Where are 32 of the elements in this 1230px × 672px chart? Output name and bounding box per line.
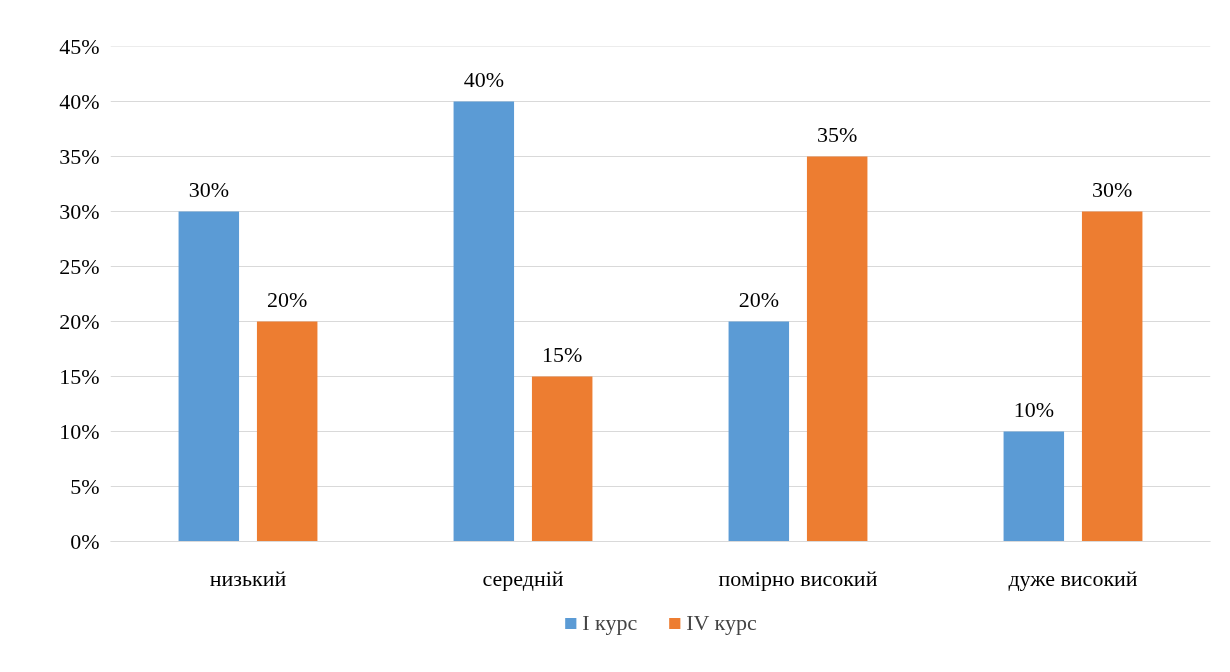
data-label: 30%: [1092, 176, 1133, 202]
x-tick-label: дуже високий: [1008, 565, 1138, 591]
legend-label: IV курс: [686, 610, 757, 636]
y-tick-label: 0%: [70, 529, 100, 554]
bar: [453, 101, 515, 542]
bar: [728, 321, 790, 542]
y-tick-label: 10%: [59, 419, 100, 444]
bar: [1003, 431, 1065, 542]
bar: [256, 321, 318, 542]
y-tick-label: 35%: [59, 144, 100, 169]
bar: [178, 211, 240, 542]
y-tick-label: 5%: [70, 474, 100, 499]
y-tick-label: 25%: [59, 254, 100, 279]
data-label: 15%: [542, 341, 583, 367]
y-tick-label: 30%: [59, 199, 100, 224]
bar: [531, 376, 593, 542]
x-tick-label: низький: [209, 565, 287, 591]
data-label: 40%: [463, 66, 504, 92]
data-label: 30%: [188, 176, 229, 202]
x-tick-label: середній: [482, 565, 564, 591]
y-tick-label: 15%: [59, 364, 100, 389]
bar: [806, 156, 868, 542]
x-tick-label: помірно високий: [718, 565, 878, 591]
bar: [1081, 211, 1143, 542]
legend-label: I курс: [582, 610, 638, 636]
y-tick-label: 45%: [59, 34, 100, 59]
data-label: 35%: [817, 121, 858, 147]
y-tick-label: 20%: [59, 309, 100, 334]
data-label: 20%: [267, 286, 308, 312]
y-tick-label: 40%: [59, 89, 100, 114]
data-label: 20%: [738, 286, 779, 312]
data-label: 10%: [1013, 396, 1054, 422]
